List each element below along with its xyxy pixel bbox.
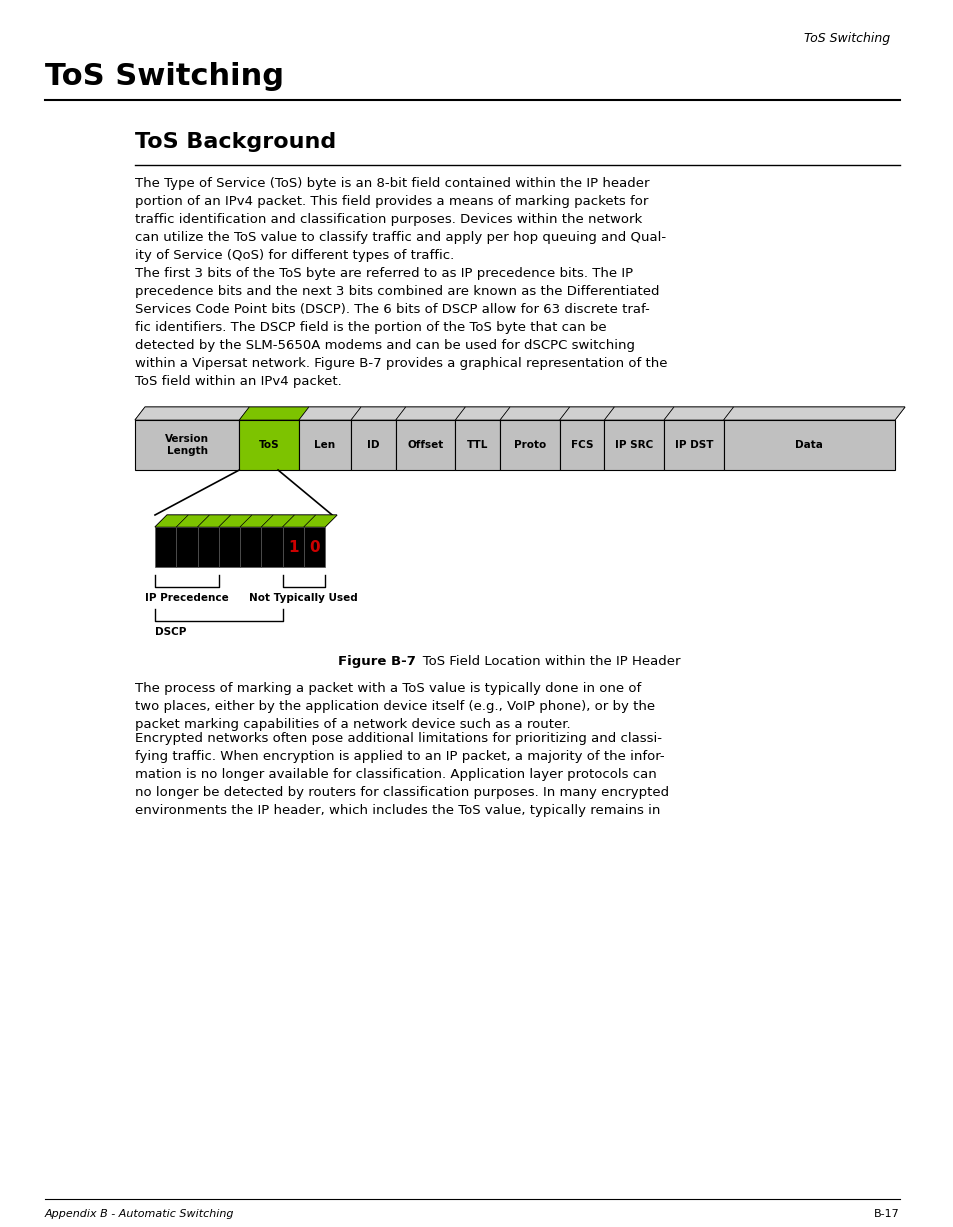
Text: B-17: B-17 [873, 1209, 899, 1218]
Text: ToS Background: ToS Background [135, 133, 335, 152]
FancyBboxPatch shape [395, 420, 455, 470]
Text: Not Typically Used: Not Typically Used [249, 593, 357, 602]
Text: ToS Field Location within the IP Header: ToS Field Location within the IP Header [410, 655, 679, 667]
Text: Len: Len [314, 440, 335, 450]
FancyBboxPatch shape [723, 420, 894, 470]
Text: DSCP: DSCP [154, 627, 186, 637]
Text: The Type of Service (ToS) byte is an 8-bit field contained within the IP header
: The Type of Service (ToS) byte is an 8-b… [135, 177, 665, 263]
FancyBboxPatch shape [298, 420, 351, 470]
Text: 7: 7 [160, 540, 171, 555]
Text: 0: 0 [309, 540, 319, 555]
Text: Version
Length: Version Length [165, 434, 209, 455]
FancyBboxPatch shape [239, 420, 298, 470]
Text: 3: 3 [245, 540, 255, 555]
FancyBboxPatch shape [218, 528, 240, 567]
Text: ToS Switching: ToS Switching [45, 63, 284, 91]
Text: Offset: Offset [407, 440, 443, 450]
Text: Encrypted networks often pose additional limitations for prioritizing and classi: Encrypted networks often pose additional… [135, 733, 668, 817]
Text: IP DST: IP DST [674, 440, 712, 450]
FancyBboxPatch shape [604, 420, 663, 470]
Polygon shape [197, 515, 231, 528]
Text: Appendix B - Automatic Switching: Appendix B - Automatic Switching [45, 1209, 234, 1218]
Polygon shape [176, 515, 210, 528]
Text: IP SRC: IP SRC [615, 440, 653, 450]
Polygon shape [135, 407, 904, 420]
Polygon shape [455, 407, 510, 420]
Polygon shape [154, 515, 188, 528]
Text: ToS: ToS [258, 440, 279, 450]
Text: FCS: FCS [570, 440, 593, 450]
FancyBboxPatch shape [240, 528, 261, 567]
FancyBboxPatch shape [154, 528, 176, 567]
Text: 1: 1 [288, 540, 298, 555]
Polygon shape [723, 407, 904, 420]
Polygon shape [240, 515, 273, 528]
Text: Proto: Proto [514, 440, 545, 450]
FancyBboxPatch shape [261, 528, 282, 567]
Text: 5: 5 [203, 540, 213, 555]
Text: ToS Switching: ToS Switching [803, 32, 889, 45]
Text: Figure B-7: Figure B-7 [337, 655, 416, 667]
Polygon shape [239, 407, 309, 420]
Polygon shape [135, 407, 249, 420]
Text: The first 3 bits of the ToS byte are referred to as IP precedence bits. The IP
p: The first 3 bits of the ToS byte are ref… [135, 267, 667, 388]
Polygon shape [499, 407, 569, 420]
FancyBboxPatch shape [197, 528, 218, 567]
Polygon shape [604, 407, 674, 420]
Polygon shape [559, 407, 614, 420]
Polygon shape [303, 515, 336, 528]
Text: 6: 6 [181, 540, 193, 555]
Polygon shape [395, 407, 465, 420]
FancyBboxPatch shape [282, 528, 303, 567]
Polygon shape [298, 407, 360, 420]
Text: IP Precedence: IP Precedence [145, 593, 229, 602]
Polygon shape [261, 515, 294, 528]
Polygon shape [218, 515, 252, 528]
Polygon shape [282, 515, 315, 528]
FancyBboxPatch shape [176, 528, 197, 567]
Text: ID: ID [367, 440, 379, 450]
FancyBboxPatch shape [135, 420, 239, 470]
Text: The process of marking a packet with a ToS value is typically done in one of
two: The process of marking a packet with a T… [135, 682, 655, 731]
FancyBboxPatch shape [663, 420, 723, 470]
Text: 2: 2 [266, 540, 277, 555]
Text: TTL: TTL [467, 440, 488, 450]
Polygon shape [154, 515, 336, 528]
FancyBboxPatch shape [303, 528, 325, 567]
FancyBboxPatch shape [455, 420, 499, 470]
Polygon shape [351, 407, 405, 420]
FancyBboxPatch shape [559, 420, 604, 470]
Text: 4: 4 [224, 540, 234, 555]
FancyBboxPatch shape [351, 420, 395, 470]
FancyBboxPatch shape [499, 420, 559, 470]
Polygon shape [663, 407, 733, 420]
Text: Data: Data [795, 440, 822, 450]
